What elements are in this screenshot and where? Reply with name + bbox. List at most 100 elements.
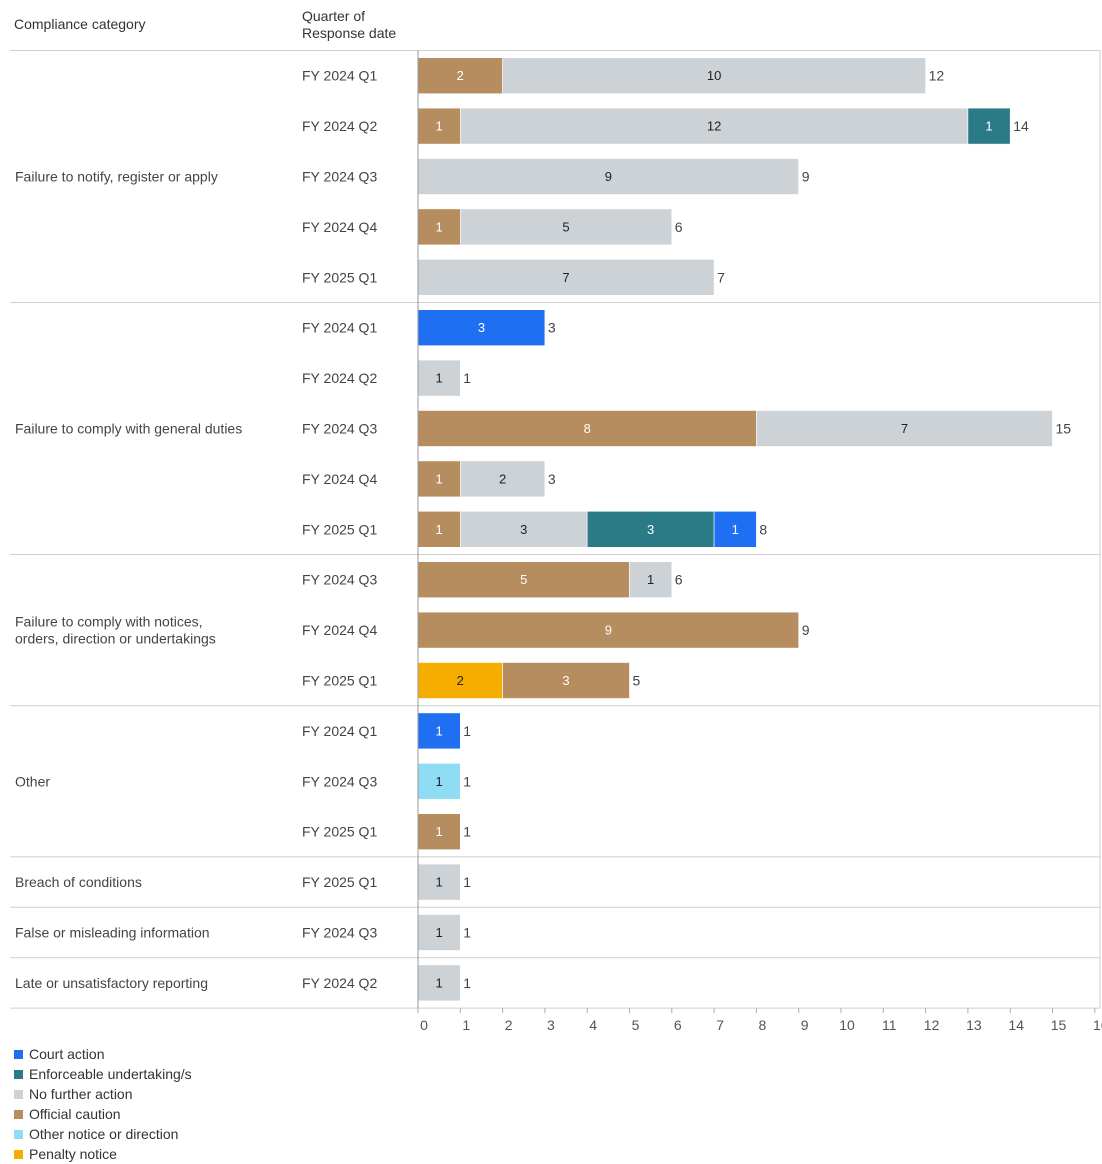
category-label: Failure to comply with notices, — [15, 614, 203, 630]
quarter-label: FY 2024 Q1 — [302, 723, 377, 739]
quarter-label: FY 2025 Q1 — [302, 521, 377, 537]
segment-value-label: 2 — [499, 471, 506, 486]
legend-swatch — [14, 1049, 23, 1059]
legend-item-court-action: Court action — [14, 1044, 192, 1064]
row-total-label: 6 — [675, 572, 683, 588]
legend-swatch — [14, 1089, 23, 1099]
x-tick-label: 12 — [924, 1017, 940, 1033]
row-total-label: 15 — [1056, 421, 1072, 437]
bar-segment-official-caution — [417, 813, 461, 851]
quarter-label: FY 2024 Q1 — [302, 68, 377, 84]
bar-segment-court-action — [417, 712, 461, 750]
bar-segment-official-caution — [417, 460, 461, 498]
x-tick-label: 0 — [420, 1017, 428, 1033]
segment-value-label: 1 — [732, 522, 739, 537]
segment-value-label: 9 — [605, 623, 612, 638]
bar-segment-no-further-action — [417, 914, 461, 951]
bar-segment-no-further-action — [459, 460, 546, 498]
bar-segment-court-action — [713, 510, 757, 548]
legend-item-other-notice-or-direction: Other notice or direction — [14, 1124, 192, 1144]
bar-segment-no-further-action — [502, 57, 926, 95]
row-total-label: 7 — [717, 269, 725, 285]
bar-segment-no-further-action — [417, 863, 461, 901]
bar-segment-enforceable-undertaking-s — [586, 510, 715, 548]
x-tick-label: 11 — [882, 1017, 897, 1033]
x-tick-label: 4 — [589, 1017, 597, 1033]
segment-value-label: 1 — [985, 119, 992, 134]
bar-segment-official-caution — [417, 611, 800, 649]
row-total-label: 5 — [633, 673, 641, 689]
category-label: Late or unsatisfactory reporting — [15, 975, 208, 991]
quarter-label: FY 2024 Q2 — [302, 118, 377, 134]
category-label: Failure to comply with general duties — [15, 421, 242, 437]
x-tick-label: 7 — [716, 1017, 724, 1033]
row-total-label: 1 — [463, 824, 471, 840]
category-label: Other — [15, 773, 50, 789]
x-tick-label: 5 — [632, 1017, 640, 1033]
legend-item-penalty-notice: Penalty notice — [14, 1144, 192, 1164]
segment-value-label: 1 — [436, 975, 443, 990]
bar-segment-no-further-action — [629, 561, 673, 599]
quarter-label: FY 2025 Q1 — [302, 824, 377, 840]
segment-value-label: 2 — [457, 673, 464, 688]
row-total-label: 12 — [929, 68, 945, 84]
row-total-label: 1 — [463, 874, 471, 890]
category-label: Breach of conditions — [15, 874, 142, 890]
legend-label: Court action — [29, 1046, 105, 1062]
quarter-label: FY 2024 Q3 — [302, 169, 377, 185]
legend-label: No further action — [29, 1086, 133, 1102]
row-total-label: 3 — [548, 320, 556, 336]
quarter-label: FY 2024 Q3 — [302, 925, 377, 941]
bar-segment-no-further-action — [459, 208, 673, 246]
bar-segment-no-further-action — [417, 158, 800, 195]
bar-segment-official-caution — [417, 410, 757, 447]
segment-value-label: 2 — [457, 68, 464, 83]
legend-swatch — [14, 1069, 23, 1079]
legend-swatch — [14, 1129, 23, 1139]
legend-item-enforceable-undertaking-s: Enforceable undertaking/s — [14, 1064, 192, 1084]
legend-label: Penalty notice — [29, 1146, 117, 1162]
segment-value-label: 9 — [605, 169, 612, 184]
quarter-label: FY 2025 Q1 — [302, 673, 377, 689]
category-label: False or misleading information — [15, 925, 210, 941]
row-total-label: 9 — [802, 622, 810, 638]
x-tick-label: 15 — [1051, 1017, 1067, 1033]
segment-value-label: 12 — [707, 119, 721, 134]
bar-segment-official-caution — [417, 510, 461, 548]
row-total-label: 8 — [759, 521, 767, 537]
row-total-label: 1 — [463, 925, 471, 941]
quarter-label: FY 2025 Q1 — [302, 874, 377, 890]
category-label: Failure to notify, register or apply — [15, 169, 218, 185]
legend-item-no-further-action: No further action — [14, 1084, 192, 1104]
legend-label: Official caution — [29, 1106, 121, 1122]
legend: Court action Enforceable undertaking/s No … — [14, 1044, 192, 1164]
x-tick-label: 2 — [505, 1017, 513, 1033]
segment-value-label: 1 — [436, 471, 443, 486]
bar-segment-no-further-action — [459, 107, 969, 145]
row-total-label: 1 — [463, 723, 471, 739]
quarter-label: FY 2024 Q4 — [302, 622, 377, 638]
legend-item-official-caution: Official caution — [14, 1104, 192, 1124]
row-total-label: 1 — [463, 975, 471, 991]
bar-segment-no-further-action — [756, 410, 1053, 447]
segment-value-label: 8 — [584, 421, 591, 436]
segment-value-label: 3 — [520, 522, 527, 537]
x-tick-label: 8 — [759, 1017, 767, 1033]
segment-value-label: 1 — [436, 522, 443, 537]
segment-value-label: 3 — [647, 522, 654, 537]
x-tick-label: 13 — [966, 1017, 982, 1033]
x-tick-label: 1 — [462, 1017, 470, 1033]
bar-segment-official-caution — [417, 57, 503, 95]
legend-label: Other notice or direction — [29, 1126, 179, 1142]
segment-value-label: 1 — [436, 119, 443, 134]
segment-value-label: 10 — [707, 68, 721, 83]
segment-value-label: 1 — [436, 875, 443, 890]
segment-value-label: 5 — [562, 219, 569, 234]
quarter-label: FY 2024 Q2 — [302, 370, 377, 386]
x-tick-label: 6 — [674, 1017, 682, 1033]
quarter-label: FY 2024 Q3 — [302, 572, 377, 588]
row-total-label: 9 — [802, 169, 810, 185]
segment-value-label: 1 — [436, 219, 443, 234]
bar-segment-official-caution — [502, 662, 630, 699]
